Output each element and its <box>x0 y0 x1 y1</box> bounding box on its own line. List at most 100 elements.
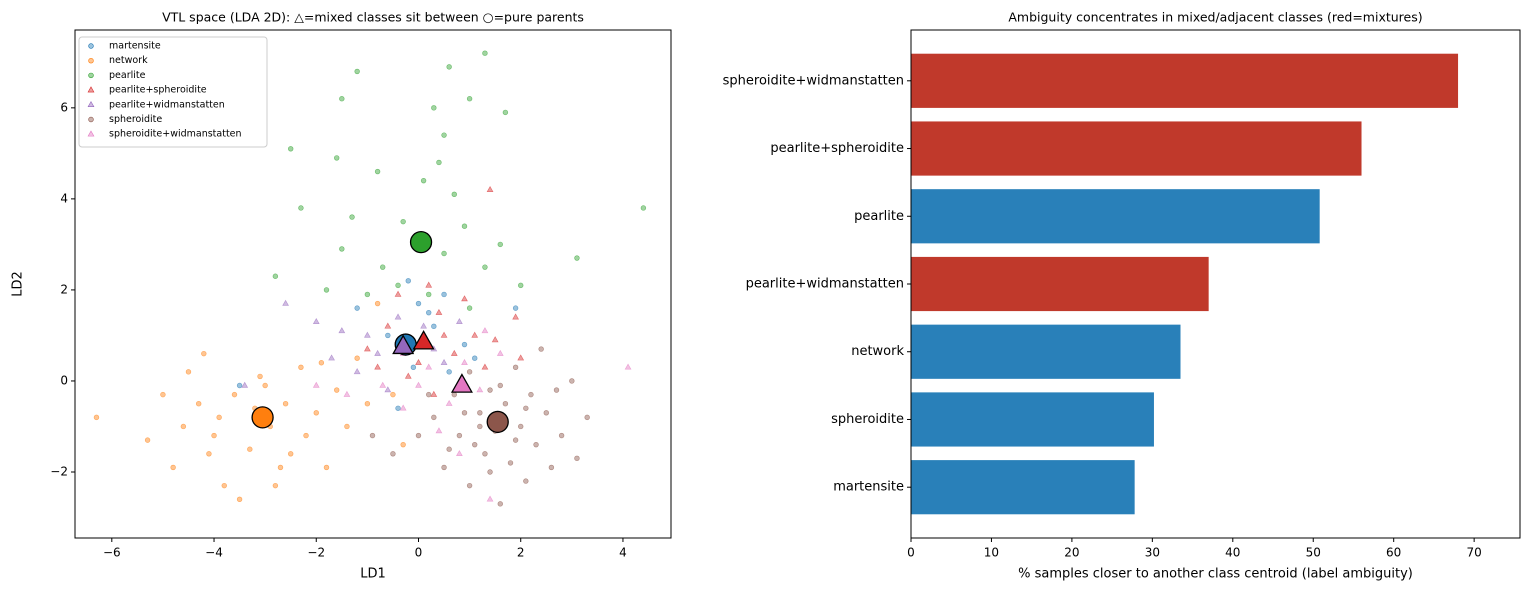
point <box>353 368 361 375</box>
point <box>282 299 289 306</box>
y-tick-label: spheroidite <box>831 412 904 427</box>
legend-marker <box>88 116 94 123</box>
point <box>236 496 243 503</box>
bar <box>911 189 1320 244</box>
point <box>425 281 433 288</box>
point <box>344 423 350 430</box>
point <box>574 255 580 261</box>
point <box>380 264 386 270</box>
centroid <box>409 230 433 254</box>
point <box>451 191 457 198</box>
point <box>288 146 294 152</box>
point <box>390 391 396 398</box>
point <box>440 358 448 365</box>
point <box>374 168 381 175</box>
point <box>482 50 488 56</box>
centroid <box>486 410 509 434</box>
point <box>201 350 207 357</box>
axes-frame <box>74 29 672 539</box>
y-tick-label: −2 <box>50 464 68 478</box>
point <box>553 387 560 393</box>
x-tick-label: −4 <box>205 546 223 560</box>
point <box>318 360 325 366</box>
point <box>466 369 473 375</box>
y-tick-label: 4 <box>60 191 68 205</box>
point <box>385 332 391 339</box>
point <box>206 451 212 457</box>
point <box>486 185 494 192</box>
point <box>298 364 304 371</box>
point <box>441 464 447 471</box>
point <box>394 290 402 297</box>
point <box>363 345 371 352</box>
point <box>451 391 457 398</box>
point <box>512 313 520 320</box>
point <box>435 427 443 434</box>
point <box>379 381 387 388</box>
point <box>354 355 360 361</box>
point <box>472 441 478 448</box>
point <box>482 451 488 457</box>
point <box>543 410 549 416</box>
x-tick-label: 10 <box>984 546 999 560</box>
point <box>461 223 468 229</box>
y-tick-label: pearlite <box>854 209 904 224</box>
point <box>461 341 468 348</box>
point <box>446 446 452 452</box>
point <box>496 349 504 356</box>
point <box>523 478 529 484</box>
point <box>399 404 407 411</box>
legend-marker <box>88 43 94 49</box>
point <box>241 381 249 388</box>
bar <box>911 324 1181 379</box>
point <box>394 313 402 320</box>
x-tick-label: 60 <box>1386 546 1401 560</box>
x-tick-label: 50 <box>1306 546 1321 560</box>
point <box>282 401 289 407</box>
legend-marker <box>87 130 95 137</box>
chart-title: Ambiguity concentrates in mixed/adjacent… <box>1008 10 1422 25</box>
point <box>363 331 371 338</box>
point <box>512 437 519 443</box>
point <box>517 354 525 361</box>
x-tick-label: 40 <box>1225 546 1240 560</box>
x-tick-label: 0 <box>907 546 915 560</box>
y-tick-label: martensite <box>833 480 904 495</box>
point <box>486 495 494 502</box>
point <box>430 390 438 397</box>
legend-marker <box>87 86 95 93</box>
point <box>431 414 437 421</box>
point <box>455 449 463 457</box>
point <box>334 155 340 161</box>
legend-label: spheroidite+widmanstatten <box>109 129 242 140</box>
point <box>160 391 166 398</box>
point <box>312 317 320 325</box>
point <box>339 96 345 102</box>
point <box>569 378 575 384</box>
point <box>364 291 371 298</box>
legend-label: pearlite+spheroidite <box>109 85 207 96</box>
point <box>461 295 468 302</box>
x-tick-label: 20 <box>1064 546 1079 560</box>
point <box>195 401 202 407</box>
point <box>312 381 320 388</box>
point <box>523 405 529 411</box>
point <box>313 410 319 416</box>
point <box>640 205 647 211</box>
point <box>426 291 432 298</box>
y-axis-label: LD2 <box>11 271 26 297</box>
x-tick-label: 70 <box>1467 546 1482 560</box>
point <box>477 410 483 416</box>
legend-label: pearlite <box>109 70 146 81</box>
centroid <box>450 373 473 393</box>
x-tick-label: −6 <box>103 546 121 560</box>
point <box>420 322 427 329</box>
point <box>431 323 437 330</box>
point <box>456 432 463 439</box>
point <box>384 322 392 329</box>
point <box>538 346 544 352</box>
point <box>170 464 176 471</box>
point <box>533 441 539 448</box>
point <box>349 214 355 220</box>
point <box>426 309 432 316</box>
